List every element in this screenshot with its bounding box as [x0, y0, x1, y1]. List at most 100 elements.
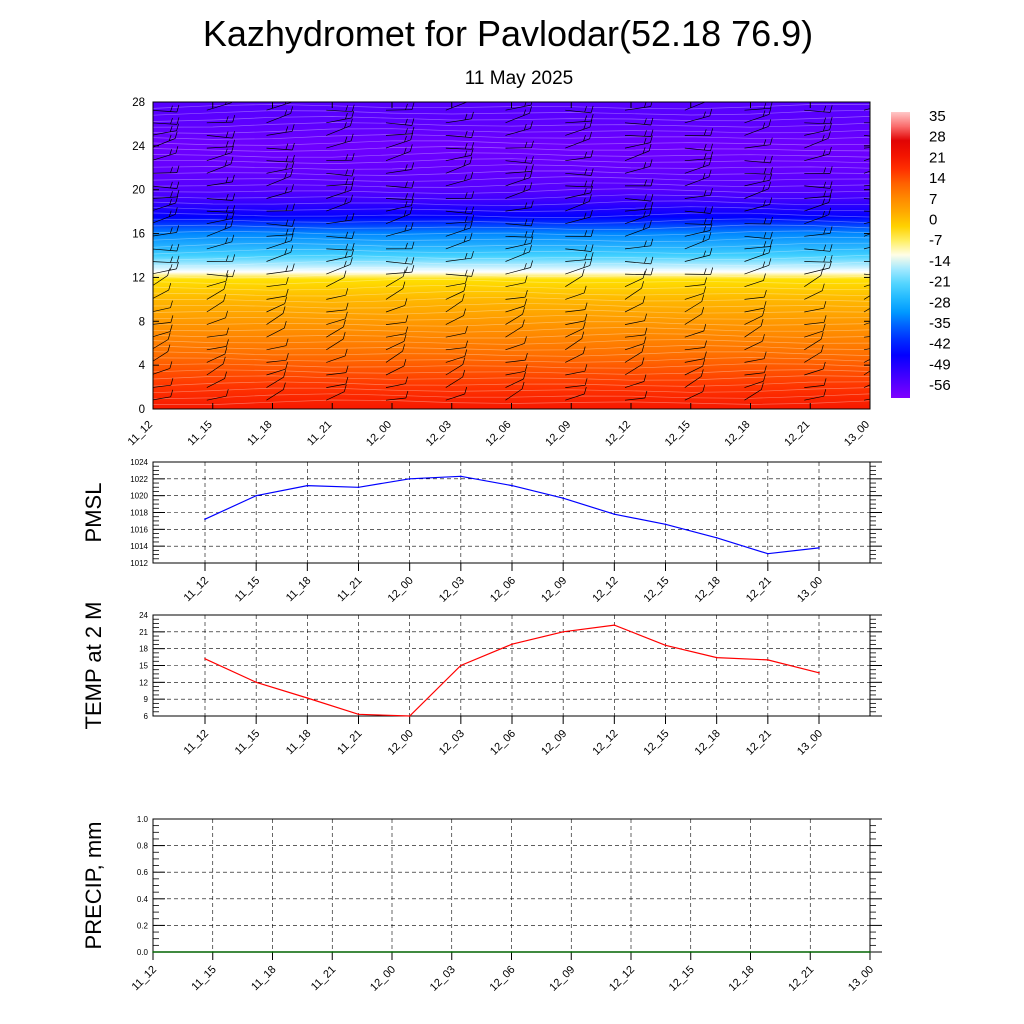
- wind-barb: [266, 124, 295, 136]
- y-tick-label: 4: [139, 360, 146, 372]
- data-point: [818, 672, 820, 674]
- wind-barb: [684, 286, 707, 300]
- wind-barb: [206, 347, 228, 363]
- contour-line: [153, 345, 870, 351]
- wind-barb: [266, 219, 295, 227]
- x-tick-label: 12_12: [590, 728, 620, 758]
- wind-barb: [863, 247, 870, 250]
- x-tick-label: 12_21: [782, 419, 812, 449]
- wind-barb: [804, 131, 831, 149]
- chart-subtitle: 11 May 2025: [465, 68, 573, 89]
- wind-barb: [445, 142, 475, 150]
- wind-barb: [445, 357, 466, 376]
- wind-barb: [863, 273, 870, 276]
- wind-barb: [153, 261, 179, 275]
- wind-barb: [153, 361, 173, 375]
- contour-line: [153, 218, 870, 225]
- wind-barb: [565, 185, 593, 199]
- data-point: [818, 547, 820, 549]
- wind-barb: [153, 165, 180, 174]
- wind-barb: [206, 234, 235, 250]
- x-tick-label: 12_18: [693, 575, 723, 605]
- wind-barb: [445, 283, 467, 300]
- wind-barb: [385, 298, 408, 313]
- wind-barb: [385, 206, 413, 225]
- wind-barb: [624, 344, 645, 363]
- wind-barb: [863, 370, 870, 376]
- y-axis-label: PRECIP, mm: [81, 822, 106, 950]
- wind-barb: [863, 221, 870, 225]
- wind-barb: [266, 142, 295, 151]
- wind-barb: [744, 173, 773, 187]
- y-tick-label: 6: [144, 712, 149, 721]
- wind-barb: [266, 362, 288, 376]
- x-tick-label: 11_12: [182, 575, 212, 605]
- x-tick-label: 12_21: [744, 575, 774, 605]
- wind-barb: [624, 256, 654, 265]
- wind-barb: [863, 295, 870, 300]
- data-point: [690, 951, 692, 953]
- wind-barb: [153, 344, 171, 362]
- wind-barb: [804, 260, 832, 275]
- y-tick-label: 16: [132, 229, 145, 241]
- data-point: [306, 484, 309, 487]
- wind-barb: [804, 283, 825, 300]
- y-tick-label: 1.0: [137, 815, 149, 824]
- y-tick-label: 1014: [130, 542, 148, 551]
- x-tick-label: 12_00: [386, 575, 416, 605]
- wind-barb: [206, 131, 235, 139]
- contour-line: [153, 272, 870, 279]
- wind-barb: [206, 389, 229, 401]
- wind-barb: [684, 369, 704, 388]
- wind-barb: [565, 321, 586, 338]
- y-tick-label: 1024: [130, 458, 148, 467]
- wind-barb: [624, 143, 652, 162]
- wind-barb: [206, 156, 234, 174]
- wind-barb: [804, 301, 827, 313]
- wind-barb: [505, 156, 534, 164]
- contour-line: [153, 387, 870, 394]
- contour-line: [153, 296, 870, 303]
- y-tick-label: 18: [139, 645, 148, 654]
- wind-barb: [326, 249, 355, 262]
- wind-barb: [684, 128, 714, 136]
- wind-barb: [505, 230, 534, 238]
- contour-line: [153, 170, 870, 176]
- wind-barb: [744, 197, 773, 212]
- y-tick-label: 21: [139, 628, 148, 637]
- wind-barb: [266, 245, 294, 262]
- contour-line: [153, 339, 870, 345]
- contour-line: [153, 176, 870, 182]
- wind-barb: [206, 274, 229, 288]
- wind-barb: [624, 117, 654, 126]
- contour-line: [153, 351, 870, 357]
- wind-barb: [505, 298, 527, 313]
- panel-frame: [152, 614, 871, 717]
- wind-barb: [206, 102, 233, 111]
- contour-line: [153, 302, 870, 309]
- wind-barb: [326, 118, 353, 136]
- x-tick-label: 11_18: [284, 728, 314, 758]
- data-point: [809, 951, 812, 953]
- wind-barb: [744, 308, 765, 325]
- wind-barb: [505, 307, 525, 325]
- x-tick-label: 11_15: [185, 419, 215, 449]
- wind-barb: [863, 233, 870, 237]
- contour-line: [153, 248, 870, 255]
- wind-barb: [385, 132, 414, 149]
- wind-barb: [206, 145, 234, 162]
- wind-barb: [863, 284, 870, 288]
- wind-barb: [153, 146, 179, 161]
- wind-barb: [624, 336, 647, 351]
- wind-barb: [744, 107, 772, 124]
- wind-barb: [153, 189, 180, 199]
- wind-barb: [863, 122, 870, 124]
- wind-barb: [565, 194, 592, 212]
- wind-barb: [206, 219, 234, 237]
- wind-barb: [266, 169, 293, 187]
- contour-line: [153, 375, 870, 381]
- x-tick-label: 12_09: [539, 575, 569, 605]
- wind-barb: [565, 331, 585, 351]
- wind-barb: [445, 214, 475, 225]
